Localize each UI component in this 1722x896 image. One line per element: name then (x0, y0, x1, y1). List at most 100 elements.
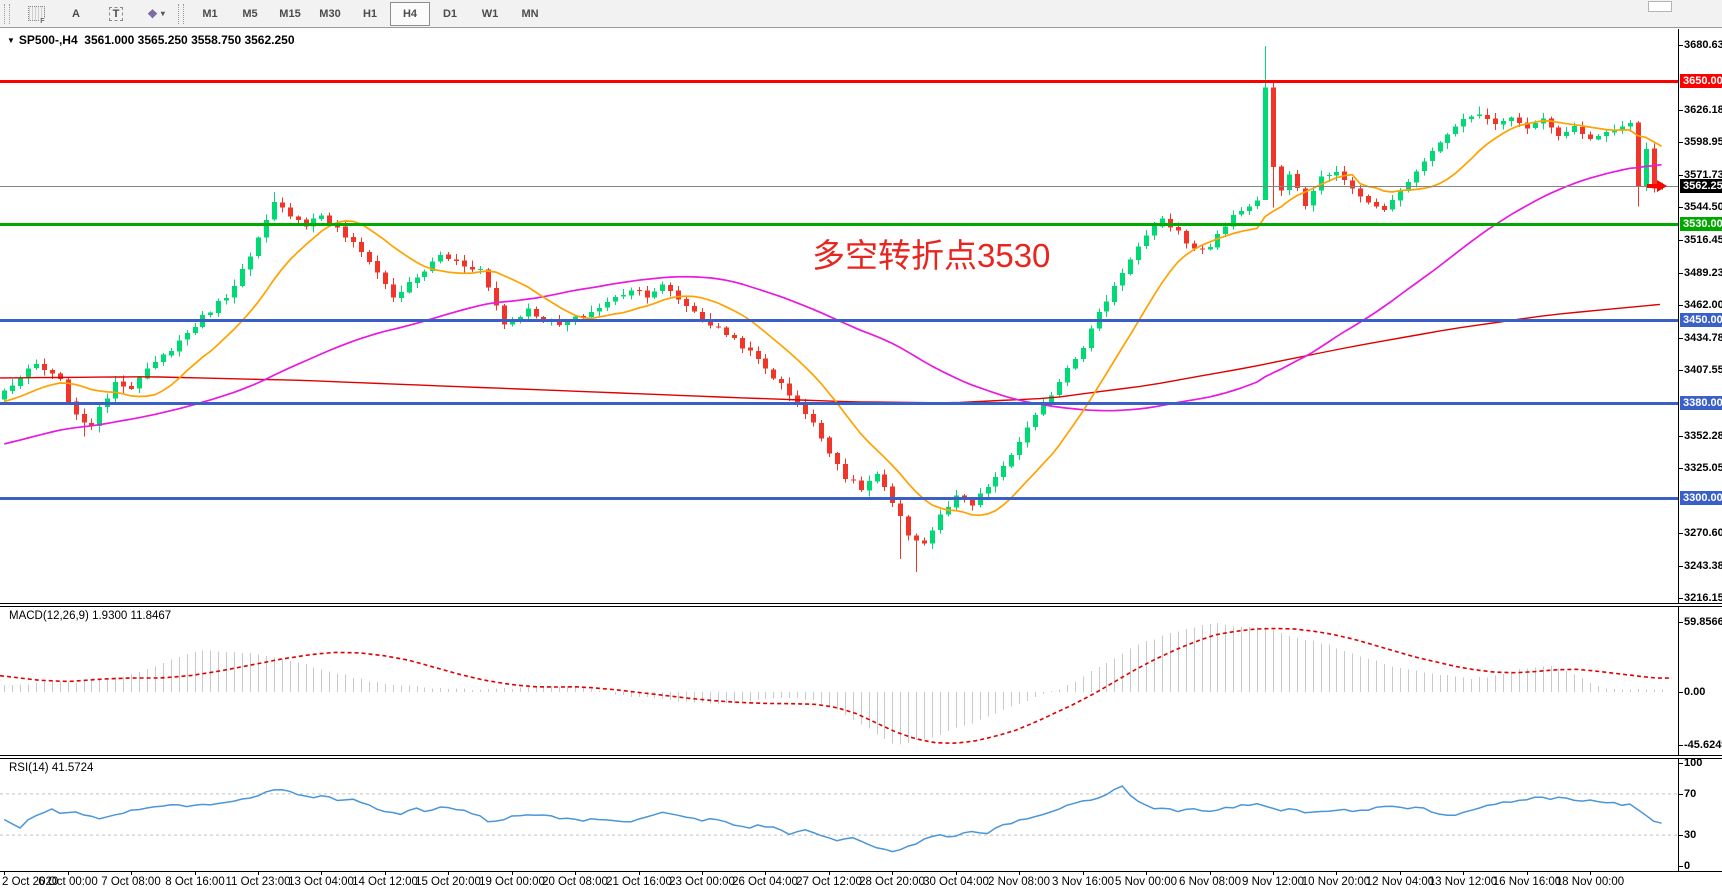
main-price-chart[interactable] (0, 29, 1722, 604)
timeframe-button-m30[interactable]: M30 (319, 7, 341, 20)
price-tick-label: 3270.605 (1684, 527, 1722, 539)
date-label: 28 Oct 20:00 (859, 876, 925, 888)
date-label: 27 Oct 12:00 (796, 876, 862, 888)
window-fragment (1648, 1, 1672, 12)
timeframe-button-m1[interactable]: M1 (202, 7, 218, 20)
date-tick (639, 871, 640, 875)
date-tick (575, 871, 576, 875)
date-label: 18 Nov 00:00 (1555, 876, 1625, 888)
letter-a-icon: A (72, 7, 80, 20)
date-tick (1083, 871, 1084, 875)
macd-values: 1.9300 11.8467 (92, 610, 172, 622)
drawing-objects-icon: ❖ (147, 6, 158, 21)
date-tick (1273, 871, 1274, 875)
date-label: 13 Oct 04:00 (288, 876, 354, 888)
rsi-axis-label: 70 (1684, 788, 1697, 800)
date-label: 15 Oct 20:00 (415, 876, 481, 888)
date-tick (1336, 871, 1337, 875)
rsi-line[interactable] (3, 785, 1662, 853)
toolbar-grip[interactable] (178, 3, 184, 24)
date-tick (1019, 871, 1020, 875)
last-price-arrow-icon (1647, 179, 1667, 192)
date-tick (4, 871, 5, 875)
date-tick (1146, 871, 1147, 875)
date-tick (131, 871, 132, 875)
date-tick (1463, 871, 1464, 875)
date-tick (702, 871, 703, 875)
rsi-panel[interactable] (0, 758, 1722, 872)
price-level-label: 3650.000 (1680, 74, 1722, 88)
slow-ma-line[interactable] (4, 163, 1662, 445)
price-tick-label: 3243.380 (1684, 560, 1722, 572)
rsi-axis-label: 100 (1684, 757, 1703, 769)
macd-indicator-label: MACD(12,26,9) 1.9300 11.8467 (9, 610, 172, 622)
date-tick (258, 871, 259, 875)
date-label: 6 Nov 08:00 (1178, 876, 1242, 888)
date-tick (385, 871, 386, 875)
date-label: 30 Oct 04:00 (923, 876, 989, 888)
rsi-axis-label: 0 (1684, 860, 1691, 872)
timeframe-button-m15[interactable]: M15 (279, 7, 301, 20)
date-label: 7 Oct 08:00 (101, 876, 161, 888)
price-tick-label: 3352.280 (1684, 430, 1722, 442)
date-label: 14 Oct 12:00 (352, 876, 418, 888)
chart-text-annotation[interactable]: 多空转折点3530 (812, 237, 1051, 274)
date-tick (1400, 871, 1401, 875)
date-label: 5 Nov 00:00 (1114, 876, 1178, 888)
date-tick (1210, 871, 1211, 875)
timeframe-button-h1[interactable]: H1 (362, 7, 378, 20)
date-label: 2 Nov 08:00 (987, 876, 1051, 888)
macd-panel[interactable] (0, 606, 1722, 756)
price-tick-label: 3626.180 (1684, 104, 1722, 116)
date-tick (829, 871, 830, 875)
date-label: 6 Oct 00:00 (38, 876, 98, 888)
toolbar-grip[interactable] (4, 3, 10, 24)
timeframe-button-m5[interactable]: M5 (242, 7, 258, 20)
text-label-button[interactable]: A (56, 2, 96, 26)
macd-signal-line[interactable] (0, 627, 1672, 745)
date-tick (1590, 871, 1591, 875)
slow-trend-ma-line[interactable] (0, 303, 1661, 404)
date-tick (892, 871, 893, 875)
date-label: 21 Oct 16:00 (606, 876, 672, 888)
price-level-label: 3530.000 (1680, 217, 1722, 231)
timeframe-button-d1[interactable]: D1 (442, 7, 458, 20)
symbol-name: SP500-,H4 (18, 33, 78, 47)
drawing-objects-button[interactable]: ❖ ▾ (136, 2, 176, 26)
date-label: 9 Nov 12:00 (1241, 876, 1305, 888)
price-tick-label: 3325.055 (1684, 462, 1722, 474)
price-tick-label: 3598.955 (1684, 136, 1722, 148)
price-tick-label: 3544.505 (1684, 201, 1722, 213)
horizontal-level-lines[interactable] (0, 80, 1678, 500)
date-label: 26 Oct 04:00 (732, 876, 798, 888)
date-label: 2 Oct 2020 (2, 876, 59, 888)
date-label: 10 Nov 20:00 (1301, 876, 1371, 888)
date-label: 20 Oct 08:00 (542, 876, 608, 888)
timeframe-button-h4[interactable]: H4 (390, 1, 430, 26)
date-tick (1527, 871, 1528, 875)
date-label: 8 Oct 16:00 (165, 876, 225, 888)
price-tick-label: 3571.730 (1684, 169, 1722, 181)
collapse-triangle-icon[interactable]: ▼ (7, 36, 15, 45)
date-label: 12 Nov 04:00 (1365, 876, 1435, 888)
autoscroll-button[interactable]: F (16, 2, 56, 26)
date-tick (195, 871, 196, 875)
text-box-button[interactable]: T (96, 2, 136, 26)
price-tick-label: 3680.630 (1684, 39, 1722, 51)
price-tick-label: 3216.155 (1684, 592, 1722, 604)
date-tick (321, 871, 322, 875)
price-tick-label: 3489.230 (1684, 267, 1722, 279)
price-tick-label: 3434.780 (1684, 332, 1722, 344)
timeframe-button-mn[interactable]: MN (521, 7, 539, 20)
ohlc-readout: 3561.000 3565.250 3558.750 3562.250 (84, 33, 295, 47)
date-tick (512, 871, 513, 875)
text-box-icon: T (108, 6, 124, 21)
timeframe-buttons: M1 M5 M15 M30 H1 H4 D1 W1 MN (190, 1, 550, 26)
timeframe-button-w1[interactable]: W1 (481, 7, 499, 20)
current-price-label: 3562.250 (1680, 179, 1722, 193)
date-tick (68, 871, 69, 875)
price-tick-label: 3516.455 (1684, 234, 1722, 246)
fast-ma-line[interactable] (3, 120, 1663, 517)
rsi-indicator-label: RSI(14) 41.5724 (9, 762, 94, 774)
